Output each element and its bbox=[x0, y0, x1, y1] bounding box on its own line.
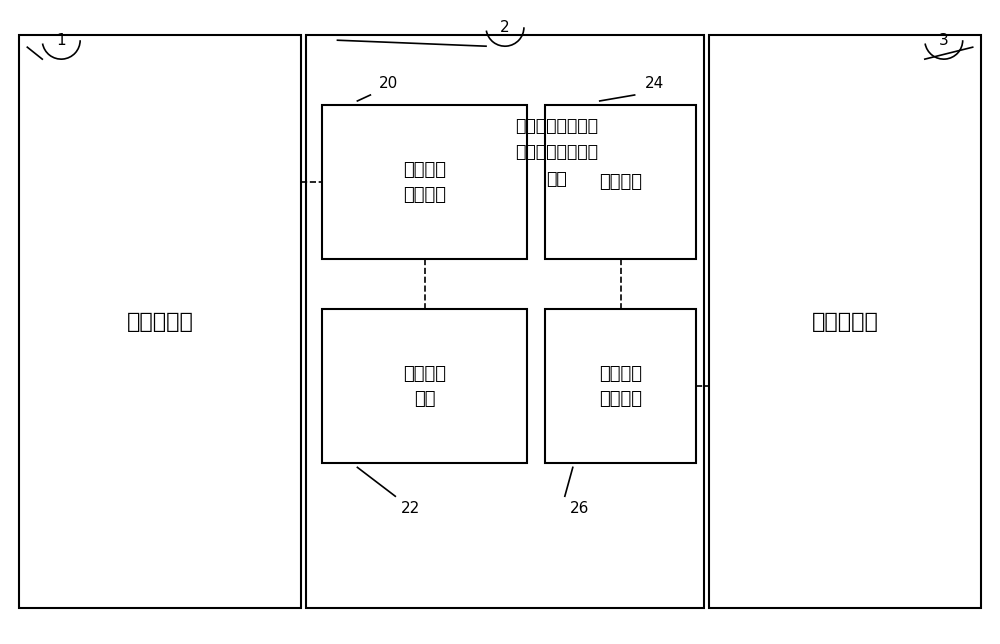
Text: 26: 26 bbox=[570, 500, 589, 516]
FancyBboxPatch shape bbox=[709, 35, 981, 608]
Text: 第二服务器: 第二服务器 bbox=[812, 312, 878, 332]
FancyBboxPatch shape bbox=[545, 105, 696, 260]
Text: 第二数据
处理装置: 第二数据 处理装置 bbox=[599, 365, 642, 408]
Text: 2: 2 bbox=[500, 20, 510, 35]
FancyBboxPatch shape bbox=[19, 35, 301, 608]
FancyBboxPatch shape bbox=[306, 35, 704, 608]
Text: 3: 3 bbox=[939, 33, 949, 48]
Text: 第一服务器: 第一服务器 bbox=[127, 312, 193, 332]
Text: 20: 20 bbox=[379, 75, 398, 91]
Text: 第一数据
处理装置: 第一数据 处理装置 bbox=[403, 160, 446, 204]
Text: 基于二进制语音识
别的慢病数据备份
装置: 基于二进制语音识 别的慢病数据备份 装置 bbox=[515, 117, 598, 187]
Text: 1: 1 bbox=[56, 33, 66, 48]
FancyBboxPatch shape bbox=[322, 309, 527, 464]
Text: 语音播放
装置: 语音播放 装置 bbox=[403, 365, 446, 408]
FancyBboxPatch shape bbox=[545, 309, 696, 464]
Text: 24: 24 bbox=[645, 75, 664, 91]
Text: 录音装置: 录音装置 bbox=[599, 173, 642, 191]
Text: 22: 22 bbox=[401, 500, 420, 516]
FancyBboxPatch shape bbox=[322, 105, 527, 260]
